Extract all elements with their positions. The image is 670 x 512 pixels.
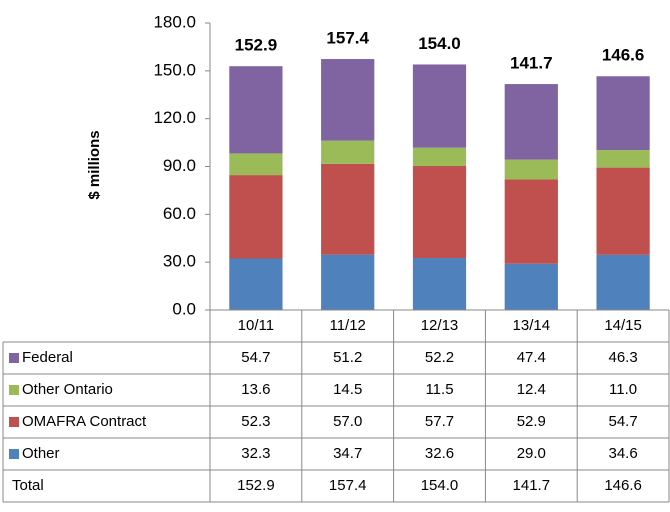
total-label: 141.7 bbox=[510, 54, 553, 73]
table-value: 54.7 bbox=[241, 349, 270, 366]
bar-segment bbox=[504, 179, 558, 264]
x-tick-label: 13/14 bbox=[513, 317, 551, 334]
legend-swatch bbox=[9, 353, 19, 363]
bar-segment bbox=[412, 258, 467, 310]
legend-label: Other bbox=[22, 445, 60, 462]
y-axis-label: $ millions bbox=[86, 130, 103, 199]
table-value: 54.7 bbox=[608, 413, 637, 430]
table-value: 52.3 bbox=[241, 413, 270, 430]
x-tick-label: 14/15 bbox=[604, 317, 642, 334]
table-value: 157.4 bbox=[329, 477, 367, 494]
bar-segment bbox=[229, 258, 283, 310]
legend-swatch bbox=[9, 417, 19, 427]
legend-swatch bbox=[9, 449, 19, 459]
y-tick-label: 60.0 bbox=[163, 204, 196, 223]
legend-label: Federal bbox=[22, 349, 73, 366]
bar-segment bbox=[321, 140, 375, 164]
legend-label: Other Ontario bbox=[22, 381, 113, 398]
table-value: 47.4 bbox=[517, 349, 546, 366]
y-tick-label: 120.0 bbox=[153, 108, 196, 127]
bar-segment bbox=[412, 166, 467, 259]
table-value: 29.0 bbox=[517, 445, 546, 462]
y-tick-label: 150.0 bbox=[153, 60, 196, 79]
bar-segment bbox=[229, 175, 283, 259]
table-value: 57.0 bbox=[333, 413, 362, 430]
table-value: 32.3 bbox=[241, 445, 270, 462]
bar-segment bbox=[596, 150, 650, 168]
table-value: 32.6 bbox=[425, 445, 454, 462]
legend-swatch bbox=[9, 385, 19, 395]
bar-segment bbox=[504, 263, 558, 310]
bar-segment bbox=[412, 64, 467, 148]
bar-segment bbox=[504, 159, 558, 180]
bar-segment bbox=[596, 76, 650, 151]
y-tick-label: 180.0 bbox=[153, 12, 196, 31]
bar-segment bbox=[229, 153, 283, 176]
x-tick-label: 12/13 bbox=[421, 317, 459, 334]
bar-segment bbox=[596, 167, 650, 255]
table-value: 154.0 bbox=[421, 477, 459, 494]
table-value: 141.7 bbox=[513, 477, 551, 494]
y-tick-label: 0.0 bbox=[172, 299, 196, 318]
table-value: 11.0 bbox=[609, 381, 637, 398]
table-value: 13.6 bbox=[241, 381, 270, 398]
table-value: 52.9 bbox=[517, 413, 546, 430]
table-value: 12.4 bbox=[517, 381, 546, 398]
table-value: 152.9 bbox=[237, 477, 275, 494]
bar-segment bbox=[504, 84, 558, 160]
legend-label: OMAFRA Contract bbox=[22, 413, 147, 430]
total-label: 157.4 bbox=[326, 29, 369, 48]
bar-segment bbox=[412, 147, 467, 167]
table-value: 34.6 bbox=[608, 445, 637, 462]
bar-segment bbox=[321, 163, 375, 255]
table-value: 14.5 bbox=[333, 381, 362, 398]
total-label: 146.6 bbox=[602, 46, 645, 65]
bar-segment bbox=[321, 59, 375, 141]
table-value: 51.2 bbox=[333, 349, 362, 366]
table-value: 11.5 bbox=[425, 381, 453, 398]
total-row-label: Total bbox=[12, 477, 44, 494]
total-label: 154.0 bbox=[418, 34, 461, 53]
bar-segment bbox=[321, 254, 375, 310]
y-tick-label: 90.0 bbox=[163, 156, 196, 175]
bar-segment bbox=[596, 254, 650, 310]
table-value: 52.2 bbox=[425, 349, 454, 366]
table-value: 34.7 bbox=[333, 445, 362, 462]
total-label: 152.9 bbox=[235, 36, 278, 55]
bar-segment bbox=[229, 66, 283, 154]
x-tick-label: 11/12 bbox=[329, 317, 365, 334]
x-tick-label: 10/11 bbox=[238, 317, 274, 334]
table-value: 146.6 bbox=[604, 477, 642, 494]
table-value: 57.7 bbox=[425, 413, 454, 430]
y-tick-label: 30.0 bbox=[163, 252, 196, 271]
table-value: 46.3 bbox=[608, 349, 637, 366]
